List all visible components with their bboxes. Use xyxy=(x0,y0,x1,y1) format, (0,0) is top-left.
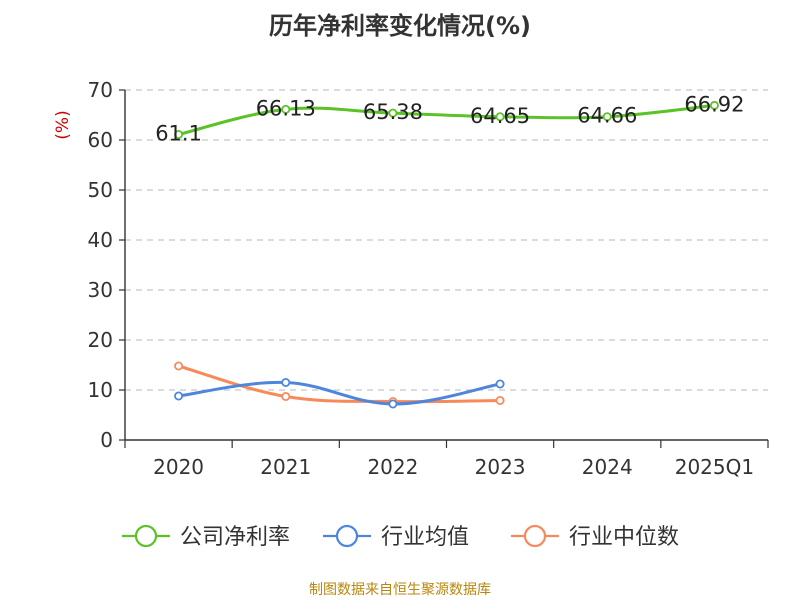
legend-marker xyxy=(335,524,359,548)
legend-marker xyxy=(523,524,547,548)
data-point xyxy=(388,399,398,409)
data-point xyxy=(709,100,719,110)
grid-lines xyxy=(125,89,768,391)
y-tick-label: 70 xyxy=(88,78,113,102)
y-tick-label: 30 xyxy=(88,278,113,302)
legend-label: 行业中位数 xyxy=(569,525,679,550)
legend-label: 行业均值 xyxy=(381,525,469,550)
data-point xyxy=(281,391,291,401)
legend: 公司净利率 行业均值 行业中位数 xyxy=(122,524,679,550)
x-tick-label: 2025Q1 xyxy=(675,455,754,479)
data-label: 66.13 xyxy=(256,96,316,120)
y-tick-label: 60 xyxy=(88,128,113,152)
y-tick-label: 40 xyxy=(88,228,113,252)
source-note: 制图数据来自恒生聚源数据库 xyxy=(309,582,491,598)
y-tick-label: 50 xyxy=(88,178,113,202)
data-label: 61.1 xyxy=(155,122,202,146)
x-tick-label: 2022 xyxy=(367,455,418,479)
data-point xyxy=(174,129,184,139)
series-line xyxy=(177,380,502,406)
y-tick-label: 10 xyxy=(88,378,113,402)
data-point xyxy=(174,361,184,371)
x-tick-label: 2021 xyxy=(260,455,311,479)
legend-marker xyxy=(134,524,158,548)
data-label: 64.66 xyxy=(577,104,637,128)
series-line xyxy=(177,103,716,136)
data-point xyxy=(388,108,398,118)
data-label: 65.38 xyxy=(363,100,423,124)
data-label: 64.65 xyxy=(470,104,530,128)
chart-title: 历年净利率变化情况(%) xyxy=(269,12,531,40)
data-point xyxy=(495,112,505,122)
data-label: 66.92 xyxy=(684,92,744,116)
legend-label: 公司净利率 xyxy=(180,525,290,550)
y-tick-label: 20 xyxy=(88,328,113,352)
data-point xyxy=(602,112,612,122)
x-tick-label: 2024 xyxy=(582,455,633,479)
data-point xyxy=(495,379,505,389)
axes: 0 10 20 30 40 50 60 70 (%) 2020 2021 2022 2023 2024 20… xyxy=(53,78,769,479)
data-point xyxy=(174,391,184,401)
data-point xyxy=(281,377,291,387)
y-axis-label: (%) xyxy=(53,110,73,139)
data-point xyxy=(495,395,505,405)
x-tick-label: 2023 xyxy=(475,455,526,479)
y-tick-label: 0 xyxy=(100,428,113,452)
series-line xyxy=(177,364,502,404)
data-point xyxy=(281,104,291,114)
series-group xyxy=(174,100,719,409)
data-labels: 61.1 66.13 65.38 64.65 64.66 66.92 xyxy=(155,92,744,145)
x-tick-label: 2020 xyxy=(153,455,204,479)
